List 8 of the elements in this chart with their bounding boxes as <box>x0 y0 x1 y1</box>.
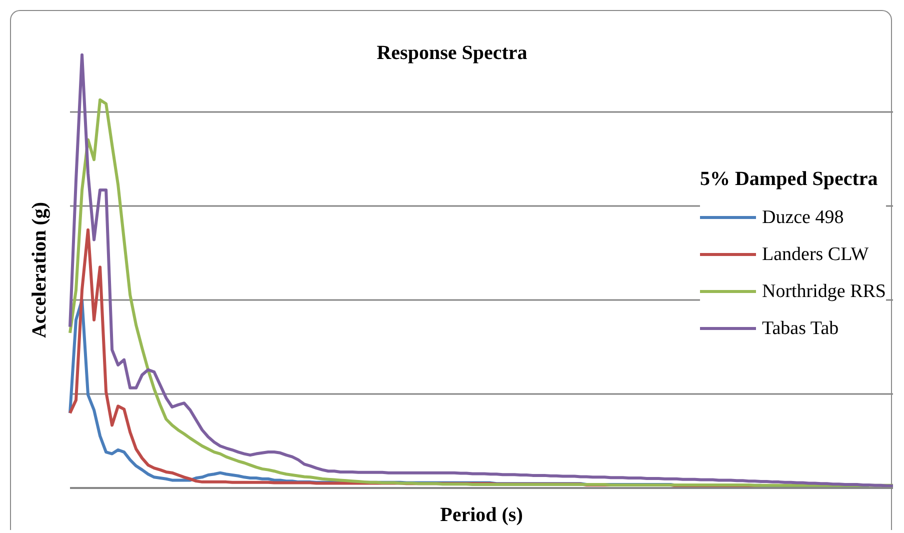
legend-label: Landers CLW <box>762 244 869 266</box>
legend-label: Duzce 498 <box>762 206 844 228</box>
chart-title: Response Spectra <box>376 42 528 65</box>
y-axis-title: Acceleration (g) <box>28 202 52 338</box>
legend-label: Tabas Tab <box>762 318 839 340</box>
legend-label: Northridge RRS <box>762 280 886 302</box>
x-axis-title: Period (s) <box>439 504 524 527</box>
legend-title: 5% Damped Spectra <box>700 168 879 191</box>
